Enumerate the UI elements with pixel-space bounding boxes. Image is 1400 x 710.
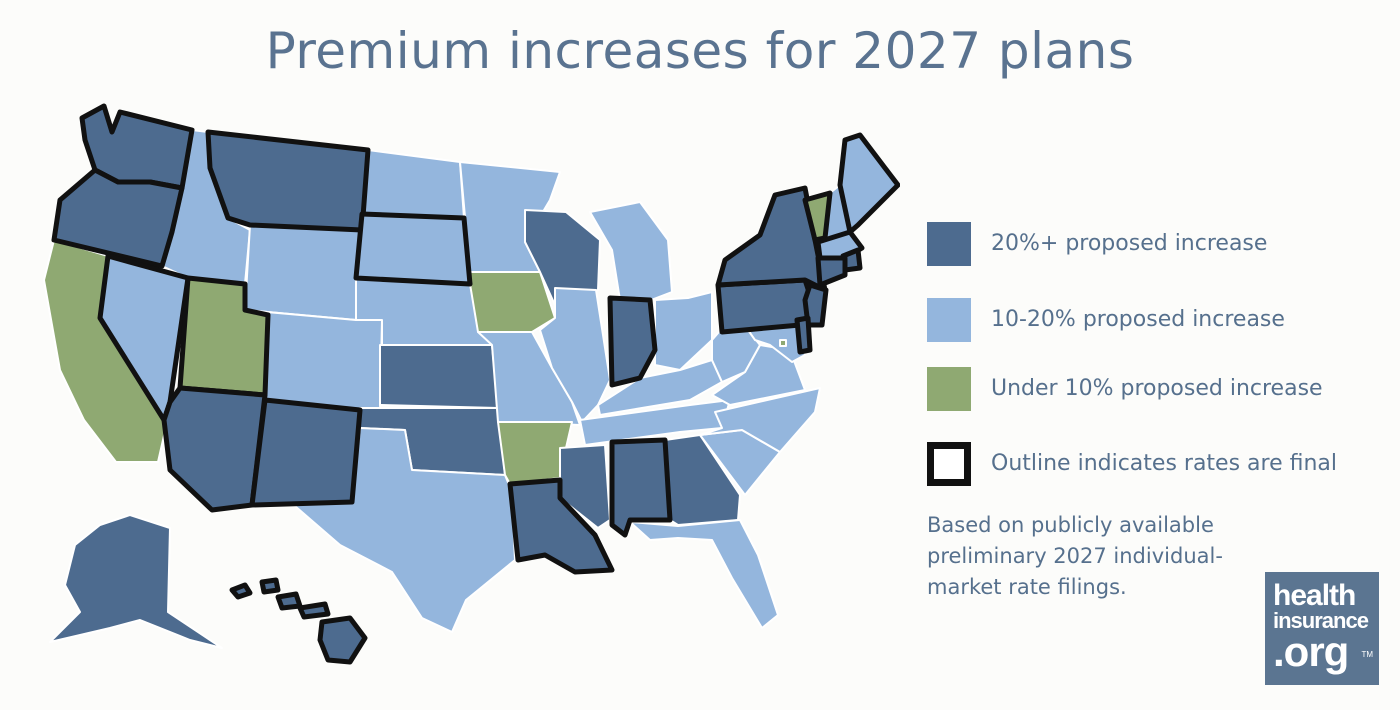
state-sd — [353, 211, 473, 287]
us-map — [43, 103, 900, 665]
state-nd — [361, 149, 465, 219]
state-nm — [249, 397, 363, 508]
state-mt — [205, 129, 371, 233]
state-az — [161, 385, 268, 513]
state-hi-island-3 — [275, 591, 303, 611]
state-in — [607, 295, 658, 388]
state-ks — [379, 344, 499, 409]
state-hi-island-4 — [297, 601, 331, 620]
state-de — [794, 315, 813, 355]
legend-label-low: Under 10% proposed increase — [991, 376, 1323, 401]
state-hi-island-2 — [259, 577, 281, 595]
state-me — [837, 132, 900, 235]
state-ak — [49, 514, 223, 649]
state-wy — [244, 224, 363, 321]
state-nc — [699, 387, 821, 453]
state-dc — [779, 339, 787, 347]
legend-swatch-outline — [927, 442, 971, 486]
state-al — [609, 437, 673, 538]
source-note: Based on publicly available preliminary … — [927, 513, 1223, 599]
state-or — [51, 167, 185, 269]
state-hi-island-1 — [229, 582, 253, 600]
legend-swatch-low — [927, 367, 971, 411]
state-oh — [654, 291, 713, 371]
legend-label-high: 20%+ proposed increase — [991, 231, 1268, 256]
state-mo — [477, 331, 581, 426]
map-title: Premium increases for 2027 plans — [265, 22, 1135, 80]
legend-swatch-high — [927, 222, 971, 266]
state-la — [507, 477, 615, 575]
state-ia — [467, 271, 556, 333]
legend-label-outline: Outline indicates rates are final — [991, 451, 1338, 476]
state-nj — [802, 282, 829, 328]
state-hi-island-5 — [317, 615, 368, 665]
state-il — [539, 287, 611, 423]
state-ct — [815, 255, 848, 288]
legend-label-mid: 10-20% proposed increase — [991, 307, 1285, 332]
legend-swatch-mid — [927, 298, 971, 342]
state-mi — [589, 201, 673, 306]
healthinsurance-org-logo: health insurance .org TM — [1265, 572, 1379, 685]
state-fl — [629, 519, 779, 629]
